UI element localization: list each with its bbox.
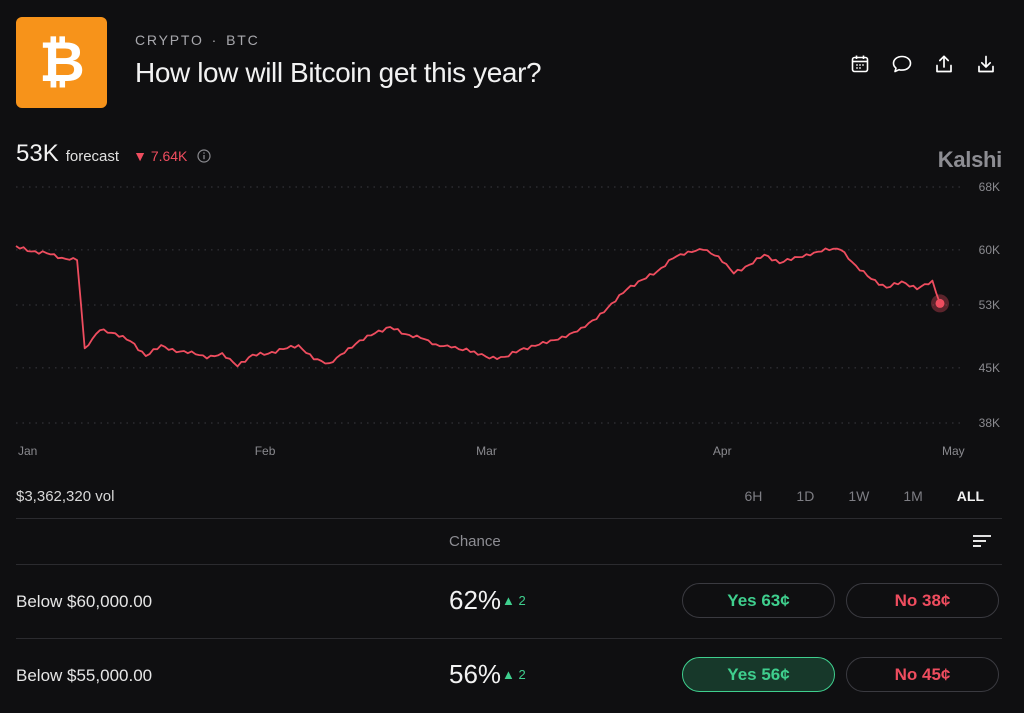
calendar-button[interactable]: [848, 52, 872, 76]
y-tick-label: 68K: [979, 180, 1000, 194]
forecast-summary: 53K forecast ▼ 7.64K: [16, 140, 212, 168]
range-1d[interactable]: 1D: [796, 488, 815, 504]
range-6h[interactable]: 6H: [744, 488, 763, 504]
series-line: [15, 245, 941, 368]
y-tick-label: 53K: [979, 298, 1000, 312]
brand-watermark: Kalshi: [937, 147, 1003, 172]
divider: [16, 518, 1002, 519]
calendar-icon: [851, 55, 869, 73]
market-row[interactable]: Below $60,000.00 62% ▲ 2 Yes 63¢ No 38¢: [0, 565, 1024, 639]
breadcrumb: CRYPTO · BTC: [135, 32, 260, 48]
yes-button[interactable]: Yes 63¢: [682, 583, 835, 618]
chance-header: Chance: [449, 533, 501, 550]
chance-delta: ▲ 2: [502, 593, 526, 608]
x-tick-label: Jan: [18, 444, 37, 458]
market-label: Below $55,000.00: [16, 666, 153, 685]
market-label: Below $60,000.00: [16, 592, 153, 611]
range-1w[interactable]: 1W: [848, 488, 870, 504]
y-tick-label: 45K: [979, 361, 1000, 375]
comment-icon: [892, 55, 912, 73]
share-button[interactable]: [932, 52, 956, 76]
yes-button[interactable]: Yes 56¢: [682, 657, 835, 692]
info-button[interactable]: [197, 149, 212, 168]
share-icon: [936, 55, 952, 73]
down-arrow-icon: ▼: [133, 148, 147, 164]
y-tick-label: 38K: [979, 416, 1000, 430]
range-selector: 6H 1D 1W 1M ALL: [711, 488, 984, 504]
x-tick-label: May: [942, 444, 965, 458]
sort-button[interactable]: [972, 533, 992, 554]
no-button[interactable]: No 45¢: [846, 657, 999, 692]
bitcoin-logo: ₿: [16, 17, 107, 108]
header-actions: [848, 52, 998, 76]
x-tick-label: Mar: [476, 444, 497, 458]
divider: [16, 564, 1002, 565]
forecast-label: forecast: [65, 148, 120, 165]
comment-button[interactable]: [890, 52, 914, 76]
download-icon: [978, 55, 994, 73]
category-link[interactable]: CRYPTO: [135, 32, 204, 48]
x-tick-label: Feb: [255, 444, 276, 458]
sort-icon: [973, 535, 991, 547]
price-chart[interactable]: 68K 60K 53K 45K 38K Jan Feb Mar Apr May: [0, 175, 1024, 465]
x-tick-label: Apr: [713, 444, 732, 458]
forecast-change-value: 7.64K: [150, 148, 188, 164]
ticker-link[interactable]: BTC: [226, 32, 260, 48]
range-1m[interactable]: 1M: [903, 488, 923, 504]
page-title: How low will Bitcoin get this year?: [135, 57, 542, 88]
breadcrumb-separator: ·: [211, 32, 219, 48]
y-tick-label: 60K: [979, 243, 1000, 257]
endpoint-marker: [935, 298, 945, 308]
info-icon: [197, 149, 212, 163]
range-all[interactable]: ALL: [956, 488, 984, 504]
market-chance: 56%: [449, 659, 502, 689]
forecast-change: ▼ 7.64K: [133, 148, 187, 164]
no-button[interactable]: No 38¢: [846, 583, 999, 618]
market-chance: 62%: [449, 585, 502, 615]
download-button[interactable]: [974, 52, 998, 76]
chance-delta: ▲ 2: [502, 667, 526, 682]
forecast-value: 53K: [16, 140, 59, 167]
market-row[interactable]: Below $55,000.00 56% ▲ 2 Yes 56¢ No 45¢: [0, 639, 1024, 713]
divider: [16, 638, 1002, 639]
bitcoin-icon: ₿: [39, 33, 85, 93]
bitcoin-symbol: ₿: [39, 33, 85, 93]
volume: $3,362,320 vol: [16, 488, 115, 505]
